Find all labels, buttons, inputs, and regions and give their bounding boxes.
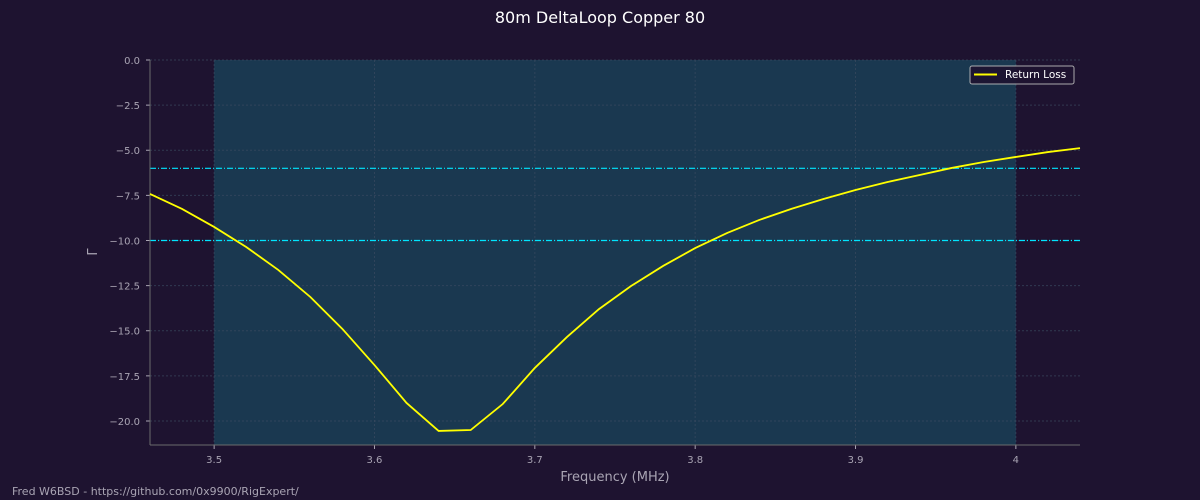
y-tick-label: −15.0 [109, 327, 140, 338]
y-axis-label: Γ [86, 248, 101, 256]
y-tick-label: −12.5 [109, 282, 140, 293]
y-tick-label: −20.0 [109, 417, 140, 428]
y-tick-label: −5.0 [116, 146, 140, 157]
y-tick-label: −17.5 [109, 372, 140, 383]
x-tick-label: 4 [1013, 455, 1019, 466]
x-tick-label: 3.5 [206, 455, 222, 466]
y-tick-label: −7.5 [116, 191, 140, 202]
chart-title: 80m DeltaLoop Copper 80 [494, 8, 706, 27]
series-line-return-loss [149, 147, 1081, 432]
legend-label: Return Loss [1005, 69, 1066, 81]
y-tick-label: −10.0 [109, 236, 140, 247]
footer-credit: Fred W6BSD - https://github.com/0x9900/R… [12, 485, 299, 498]
x-axis-label: Frequency (MHz) [560, 470, 669, 485]
x-tick-label: 3.8 [687, 455, 703, 466]
x-tick-label: 3.6 [367, 455, 383, 466]
y-tick-label: −2.5 [116, 101, 140, 112]
x-tick-label: 3.9 [848, 455, 864, 466]
y-tick-label: 0.0 [124, 56, 140, 67]
operating-band [214, 60, 1016, 445]
legend-box [969, 65, 1075, 85]
x-tick-label: 3.7 [527, 455, 543, 466]
